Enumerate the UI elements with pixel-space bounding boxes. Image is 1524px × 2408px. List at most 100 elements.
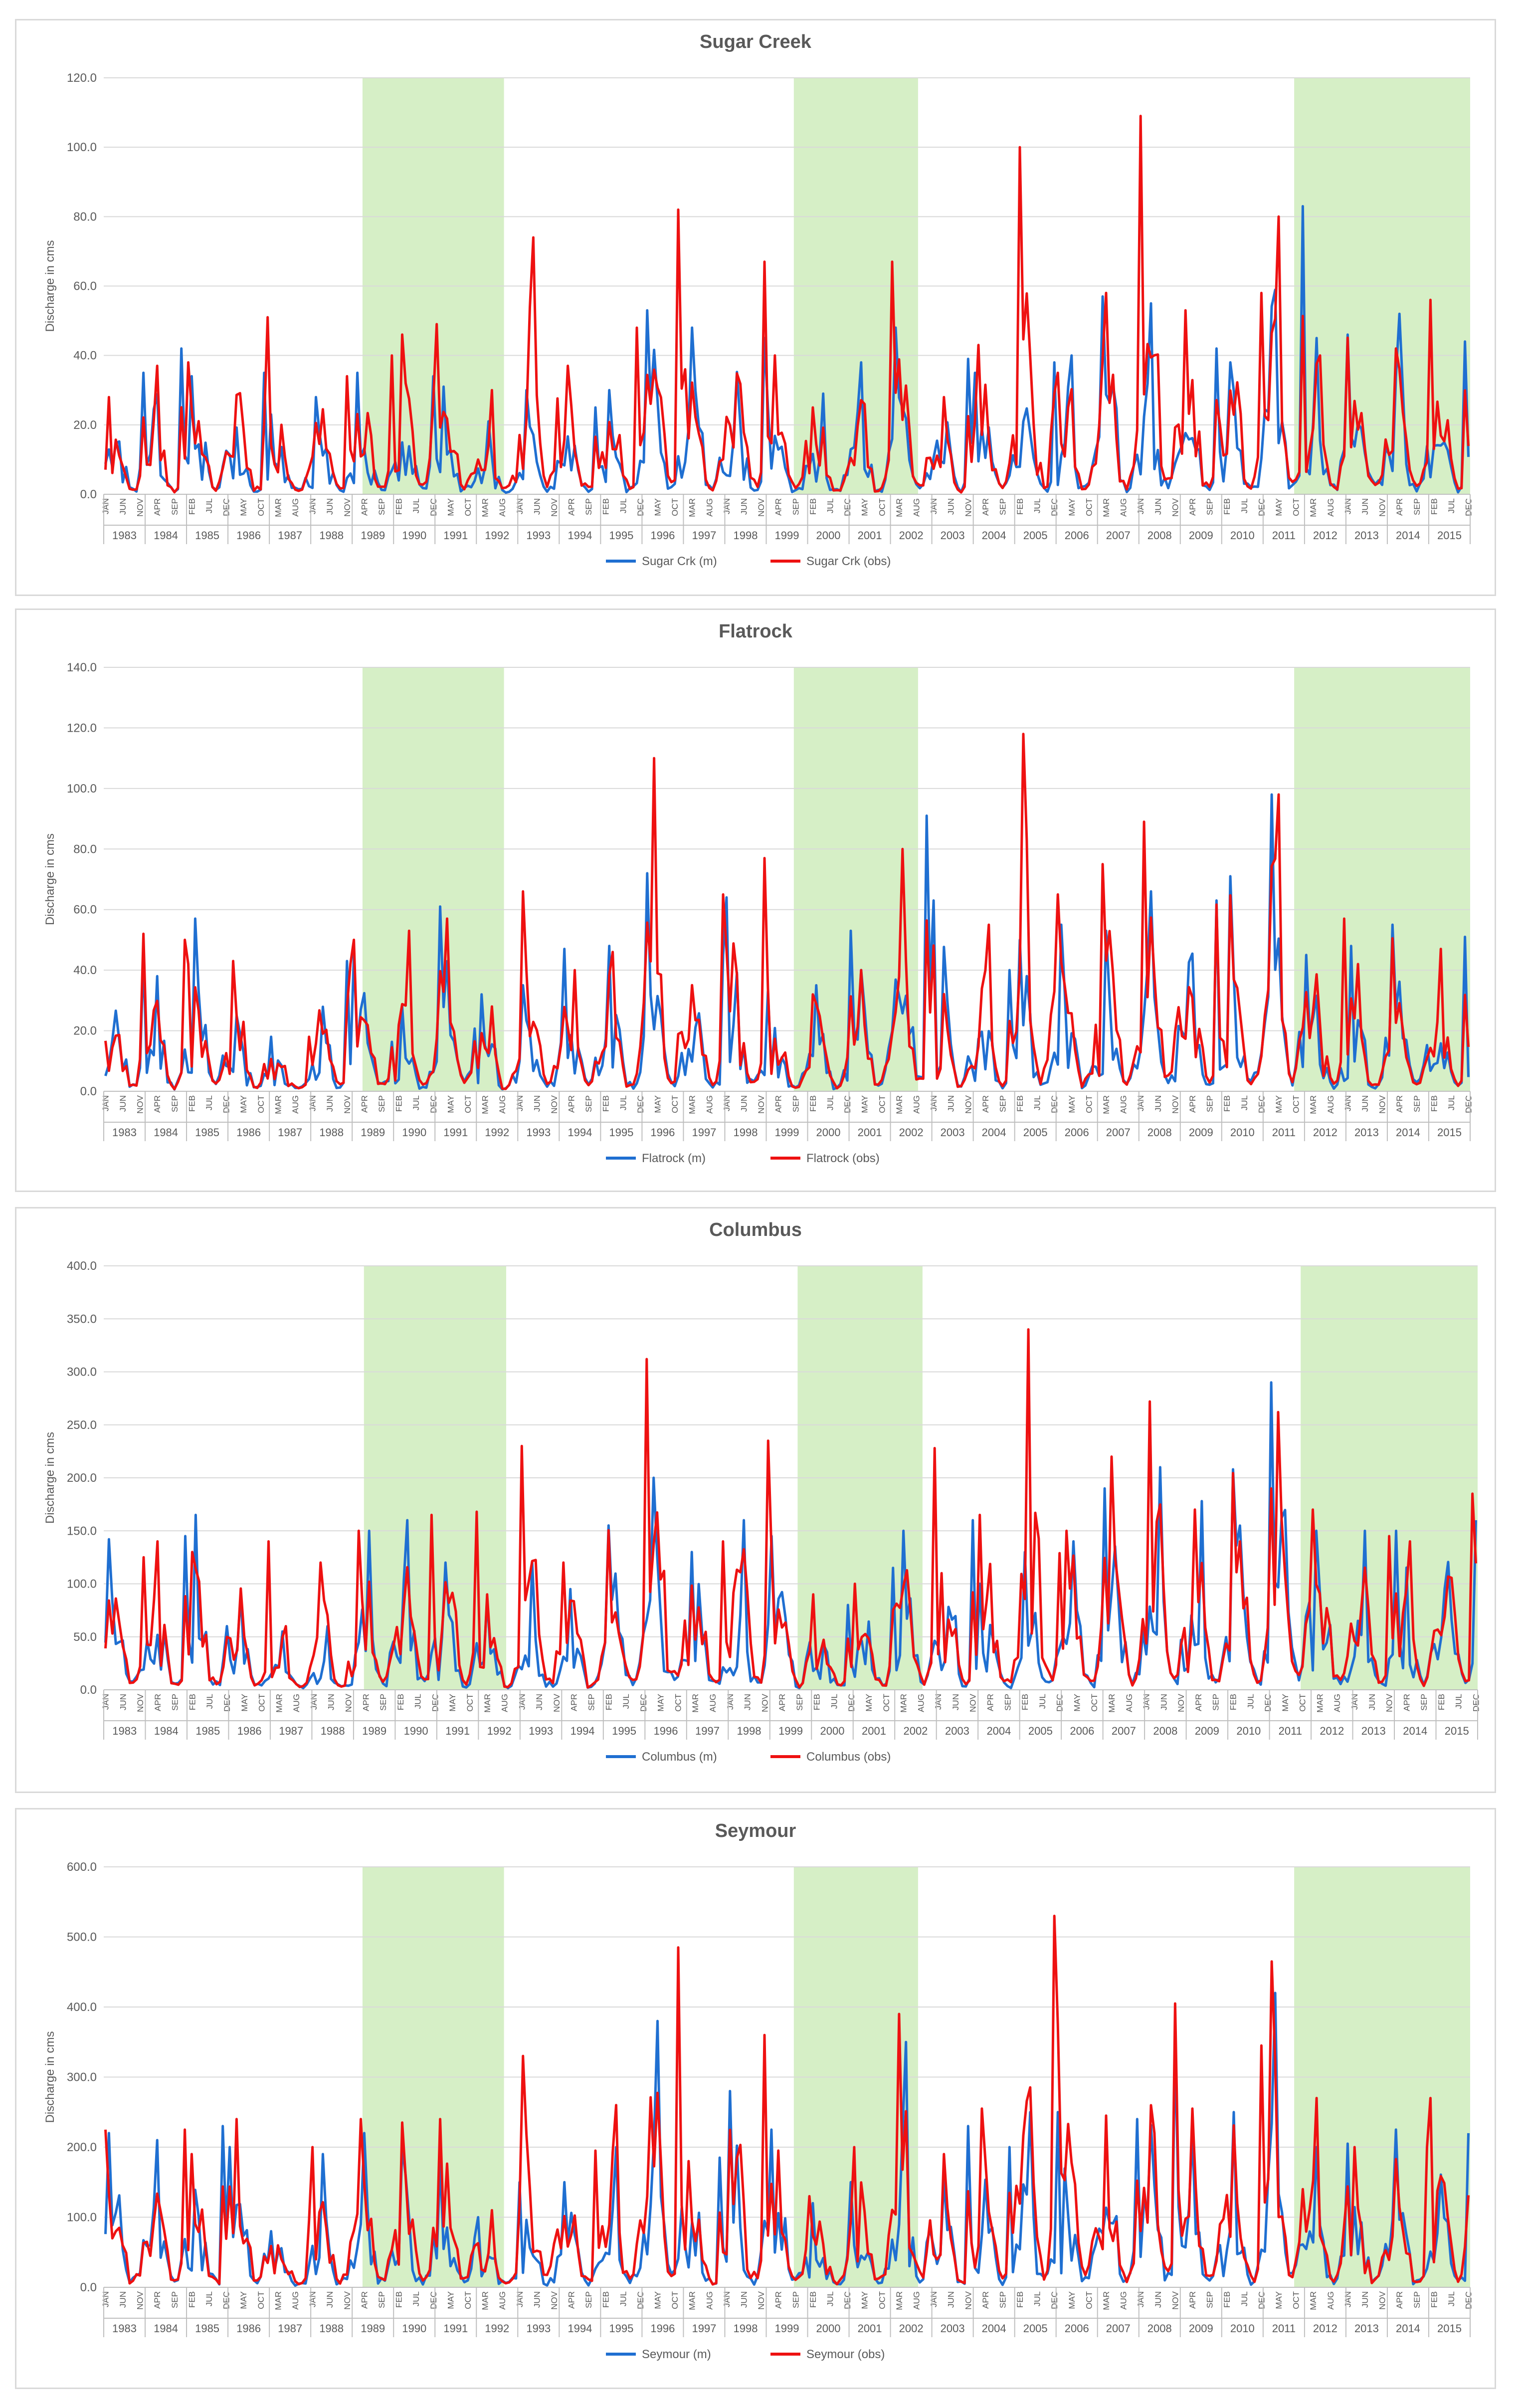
month-tick-label: APR <box>774 1095 783 1113</box>
month-tick-label: MAR <box>1315 1694 1325 1713</box>
year-label: 1986 <box>237 1725 262 1737</box>
year-label: 2009 <box>1189 529 1213 542</box>
month-tick-label: SEP <box>791 2291 800 2308</box>
y-tick-label: 500.0 <box>67 1931 97 1944</box>
month-tick-label: JUN <box>118 2291 128 2308</box>
month-tick-label: JAN <box>722 498 732 514</box>
year-label: 1990 <box>402 2322 426 2335</box>
year-label: 1996 <box>650 1126 675 1139</box>
month-tick-label: OCT <box>1084 1095 1094 1113</box>
month-tick-label: FEB <box>1015 2291 1025 2308</box>
series-line-observed <box>104 1914 1470 2286</box>
year-label: 1990 <box>402 1126 426 1139</box>
month-tick-label: FEB <box>394 498 404 515</box>
month-tick-label: JUN <box>740 2291 749 2308</box>
y-axis-label: Discharge in cms <box>43 1432 57 1524</box>
y-tick-label: 100.0 <box>67 141 97 154</box>
month-tick-label: JAN <box>1136 498 1145 514</box>
year-label: 2003 <box>941 1126 965 1139</box>
month-tick-label: JAN <box>308 1095 318 1111</box>
month-tick-label: FEB <box>1429 2291 1439 2308</box>
month-tick-label: JUN <box>743 1694 753 1710</box>
month-tick-label: MAR <box>481 2291 490 2310</box>
month-tick-label: NOV <box>136 498 145 517</box>
month-tick-label: APR <box>567 2291 576 2309</box>
year-label: 2012 <box>1313 2322 1337 2335</box>
month-tick-label: FEB <box>187 2291 196 2308</box>
month-tick-label: OCT <box>877 498 887 516</box>
year-label: 1996 <box>654 1725 678 1737</box>
month-tick-label: SEP <box>170 498 180 515</box>
month-tick-label: DEC <box>1050 2291 1059 2309</box>
y-tick-label: 0.0 <box>80 1085 97 1098</box>
month-tick-label: AUG <box>912 1095 921 1114</box>
month-tick-label: JUL <box>1447 498 1456 513</box>
month-tick-label: JAN <box>517 1694 527 1710</box>
year-label: 2011 <box>1279 1725 1302 1737</box>
month-tick-label: APR <box>1188 2291 1197 2309</box>
year-label: 1996 <box>650 2322 675 2335</box>
month-tick-label: APR <box>153 498 162 516</box>
month-tick-label: NOV <box>344 1693 353 1712</box>
month-tick-label: APR <box>570 1694 579 1711</box>
month-tick-label: DEC <box>1464 1095 1474 1113</box>
year-label: 2008 <box>1147 2322 1172 2335</box>
y-tick-label: 120.0 <box>67 721 97 735</box>
month-tick-label: OCT <box>1292 1095 1301 1113</box>
month-tick-label: DEC <box>430 1694 440 1712</box>
y-tick-label: 80.0 <box>73 210 97 223</box>
month-tick-label: MAR <box>481 1095 490 1114</box>
month-tick-label: MAY <box>860 498 870 516</box>
month-tick-label: JUL <box>411 498 421 513</box>
month-tick-label: OCT <box>670 1095 680 1113</box>
month-tick-label: JAN <box>308 2291 318 2307</box>
year-label: 1998 <box>733 1126 758 1139</box>
year-label: 2007 <box>1106 1126 1131 1139</box>
month-tick-label: MAR <box>273 498 283 517</box>
year-label: 2001 <box>862 1725 886 1737</box>
year-label: 1999 <box>778 1725 803 1737</box>
month-tick-label: AUG <box>1119 498 1129 517</box>
month-tick-label: NOV <box>757 1095 766 1114</box>
month-tick-label: DEC <box>222 498 231 516</box>
month-tick-label: FEB <box>601 498 611 515</box>
month-tick-label: NOV <box>136 1693 145 1712</box>
chart-sugar-creek: Sugar Creek 0.0 20.0 40.0 60.0 80.0 100.0 120.0… <box>43 31 1474 568</box>
year-label: 2009 <box>1189 2322 1213 2335</box>
month-tick-label: OCT <box>670 2291 680 2309</box>
month-tick-label: FEB <box>808 498 818 515</box>
month-tick-label: JAN <box>722 1095 732 1111</box>
y-tick-label: 50.0 <box>73 1630 97 1644</box>
month-tick-label: SEP <box>584 1095 593 1112</box>
y-tick-label: 120.0 <box>67 71 97 85</box>
month-tick-label: JAN <box>722 2291 732 2307</box>
month-tick-label: FEB <box>1020 1694 1030 1710</box>
month-tick-label: SEP <box>795 1694 804 1711</box>
y-tick-label: 40.0 <box>73 349 97 363</box>
month-tick-label: DEC <box>1257 498 1266 516</box>
year-label: 1987 <box>278 529 302 542</box>
y-tick-label: 60.0 <box>73 280 97 293</box>
year-label: 1992 <box>487 1725 512 1737</box>
legend-label-modeled: Columbus (m) <box>642 1750 717 1764</box>
month-tick-label: JUL <box>411 1095 421 1110</box>
month-tick-label: MAY <box>653 1095 663 1113</box>
year-label: 2002 <box>899 1126 924 1139</box>
month-tick-label: MAY <box>1067 1095 1077 1113</box>
month-tick-label: JUL <box>1240 498 1249 513</box>
month-tick-label: OCT <box>463 1095 473 1113</box>
y-tick-label: 0.0 <box>80 1683 97 1697</box>
year-label: 2006 <box>1065 1126 1089 1139</box>
year-label: 2014 <box>1396 529 1420 542</box>
month-tick-label: NOV <box>343 1095 352 1114</box>
month-tick-label: OCT <box>1090 1694 1099 1712</box>
month-tick-label: JAN <box>1343 2291 1352 2307</box>
y-tick-label: 100.0 <box>67 782 97 796</box>
month-tick-label: JUL <box>1447 1095 1456 1110</box>
month-tick-label: NOV <box>963 2291 973 2310</box>
month-tick-label: AUG <box>1119 1095 1129 1114</box>
series-line-observed <box>104 733 1470 1091</box>
month-tick-label: SEP <box>586 1694 596 1711</box>
month-tick-label: APR <box>153 2291 162 2309</box>
month-tick-label: MAY <box>446 1095 455 1113</box>
